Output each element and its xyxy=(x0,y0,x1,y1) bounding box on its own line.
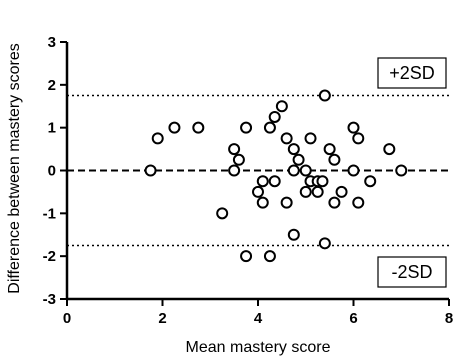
data-point xyxy=(292,153,305,166)
data-point xyxy=(347,164,360,177)
data-point xyxy=(144,164,157,177)
data-point xyxy=(287,164,300,177)
data-point xyxy=(216,207,229,220)
data-point xyxy=(192,121,205,134)
data-point xyxy=(168,121,181,134)
y-tick-label: 1 xyxy=(48,120,56,137)
data-point xyxy=(232,153,245,166)
plus-2sd-label-box: +2SD xyxy=(377,57,447,89)
data-point xyxy=(151,132,164,145)
axis-ticks: -3 -2 -1 0 1 2 3 0 2 4 6 8 xyxy=(43,34,454,327)
y-tick-label: 3 xyxy=(48,34,56,51)
y-tick-label: -3 xyxy=(43,291,56,308)
data-point xyxy=(228,143,241,156)
data-point xyxy=(268,175,281,188)
data-point xyxy=(347,121,360,134)
y-tick-label: -1 xyxy=(43,205,56,222)
data-point xyxy=(352,196,365,209)
x-tick-label: 6 xyxy=(349,310,357,327)
data-point xyxy=(383,143,396,156)
data-points xyxy=(144,89,408,263)
y-axis-title: Difference between mastery scores xyxy=(6,43,23,293)
data-point xyxy=(287,228,300,241)
data-point xyxy=(252,185,264,198)
data-point xyxy=(328,196,341,209)
data-point xyxy=(263,250,276,263)
data-point xyxy=(335,185,348,198)
plus-2sd-label: +2SD xyxy=(389,63,435,83)
data-point xyxy=(311,185,324,198)
data-point xyxy=(328,153,341,166)
data-point xyxy=(263,121,276,134)
data-point xyxy=(316,175,329,188)
data-point xyxy=(256,175,269,188)
data-point xyxy=(240,250,253,263)
data-point xyxy=(299,185,312,198)
data-point xyxy=(304,132,317,145)
data-point xyxy=(318,89,331,102)
data-point xyxy=(228,164,241,177)
x-tick-label: 8 xyxy=(445,310,453,327)
x-tick-label: 0 xyxy=(63,310,71,327)
data-point xyxy=(240,121,253,134)
minus-2sd-label-box: -2SD xyxy=(377,256,447,288)
data-point xyxy=(318,237,331,250)
minus-2sd-label: -2SD xyxy=(391,262,432,282)
y-tick-label: 0 xyxy=(48,163,56,180)
data-point xyxy=(364,175,377,188)
x-tick-label: 4 xyxy=(254,310,263,327)
reference-lines xyxy=(67,94,449,247)
data-point xyxy=(352,132,365,145)
data-point xyxy=(256,196,269,209)
data-point xyxy=(395,164,408,177)
x-axis-title: Mean mastery score xyxy=(186,339,331,356)
y-tick-label: 2 xyxy=(48,77,56,94)
data-point xyxy=(323,143,336,156)
data-point xyxy=(280,196,293,209)
y-tick-label: -2 xyxy=(43,248,56,265)
data-point xyxy=(287,143,300,156)
data-point xyxy=(299,164,312,177)
data-point xyxy=(280,132,293,145)
x-tick-label: 2 xyxy=(158,310,166,327)
data-point xyxy=(268,110,281,123)
data-point xyxy=(275,100,288,113)
